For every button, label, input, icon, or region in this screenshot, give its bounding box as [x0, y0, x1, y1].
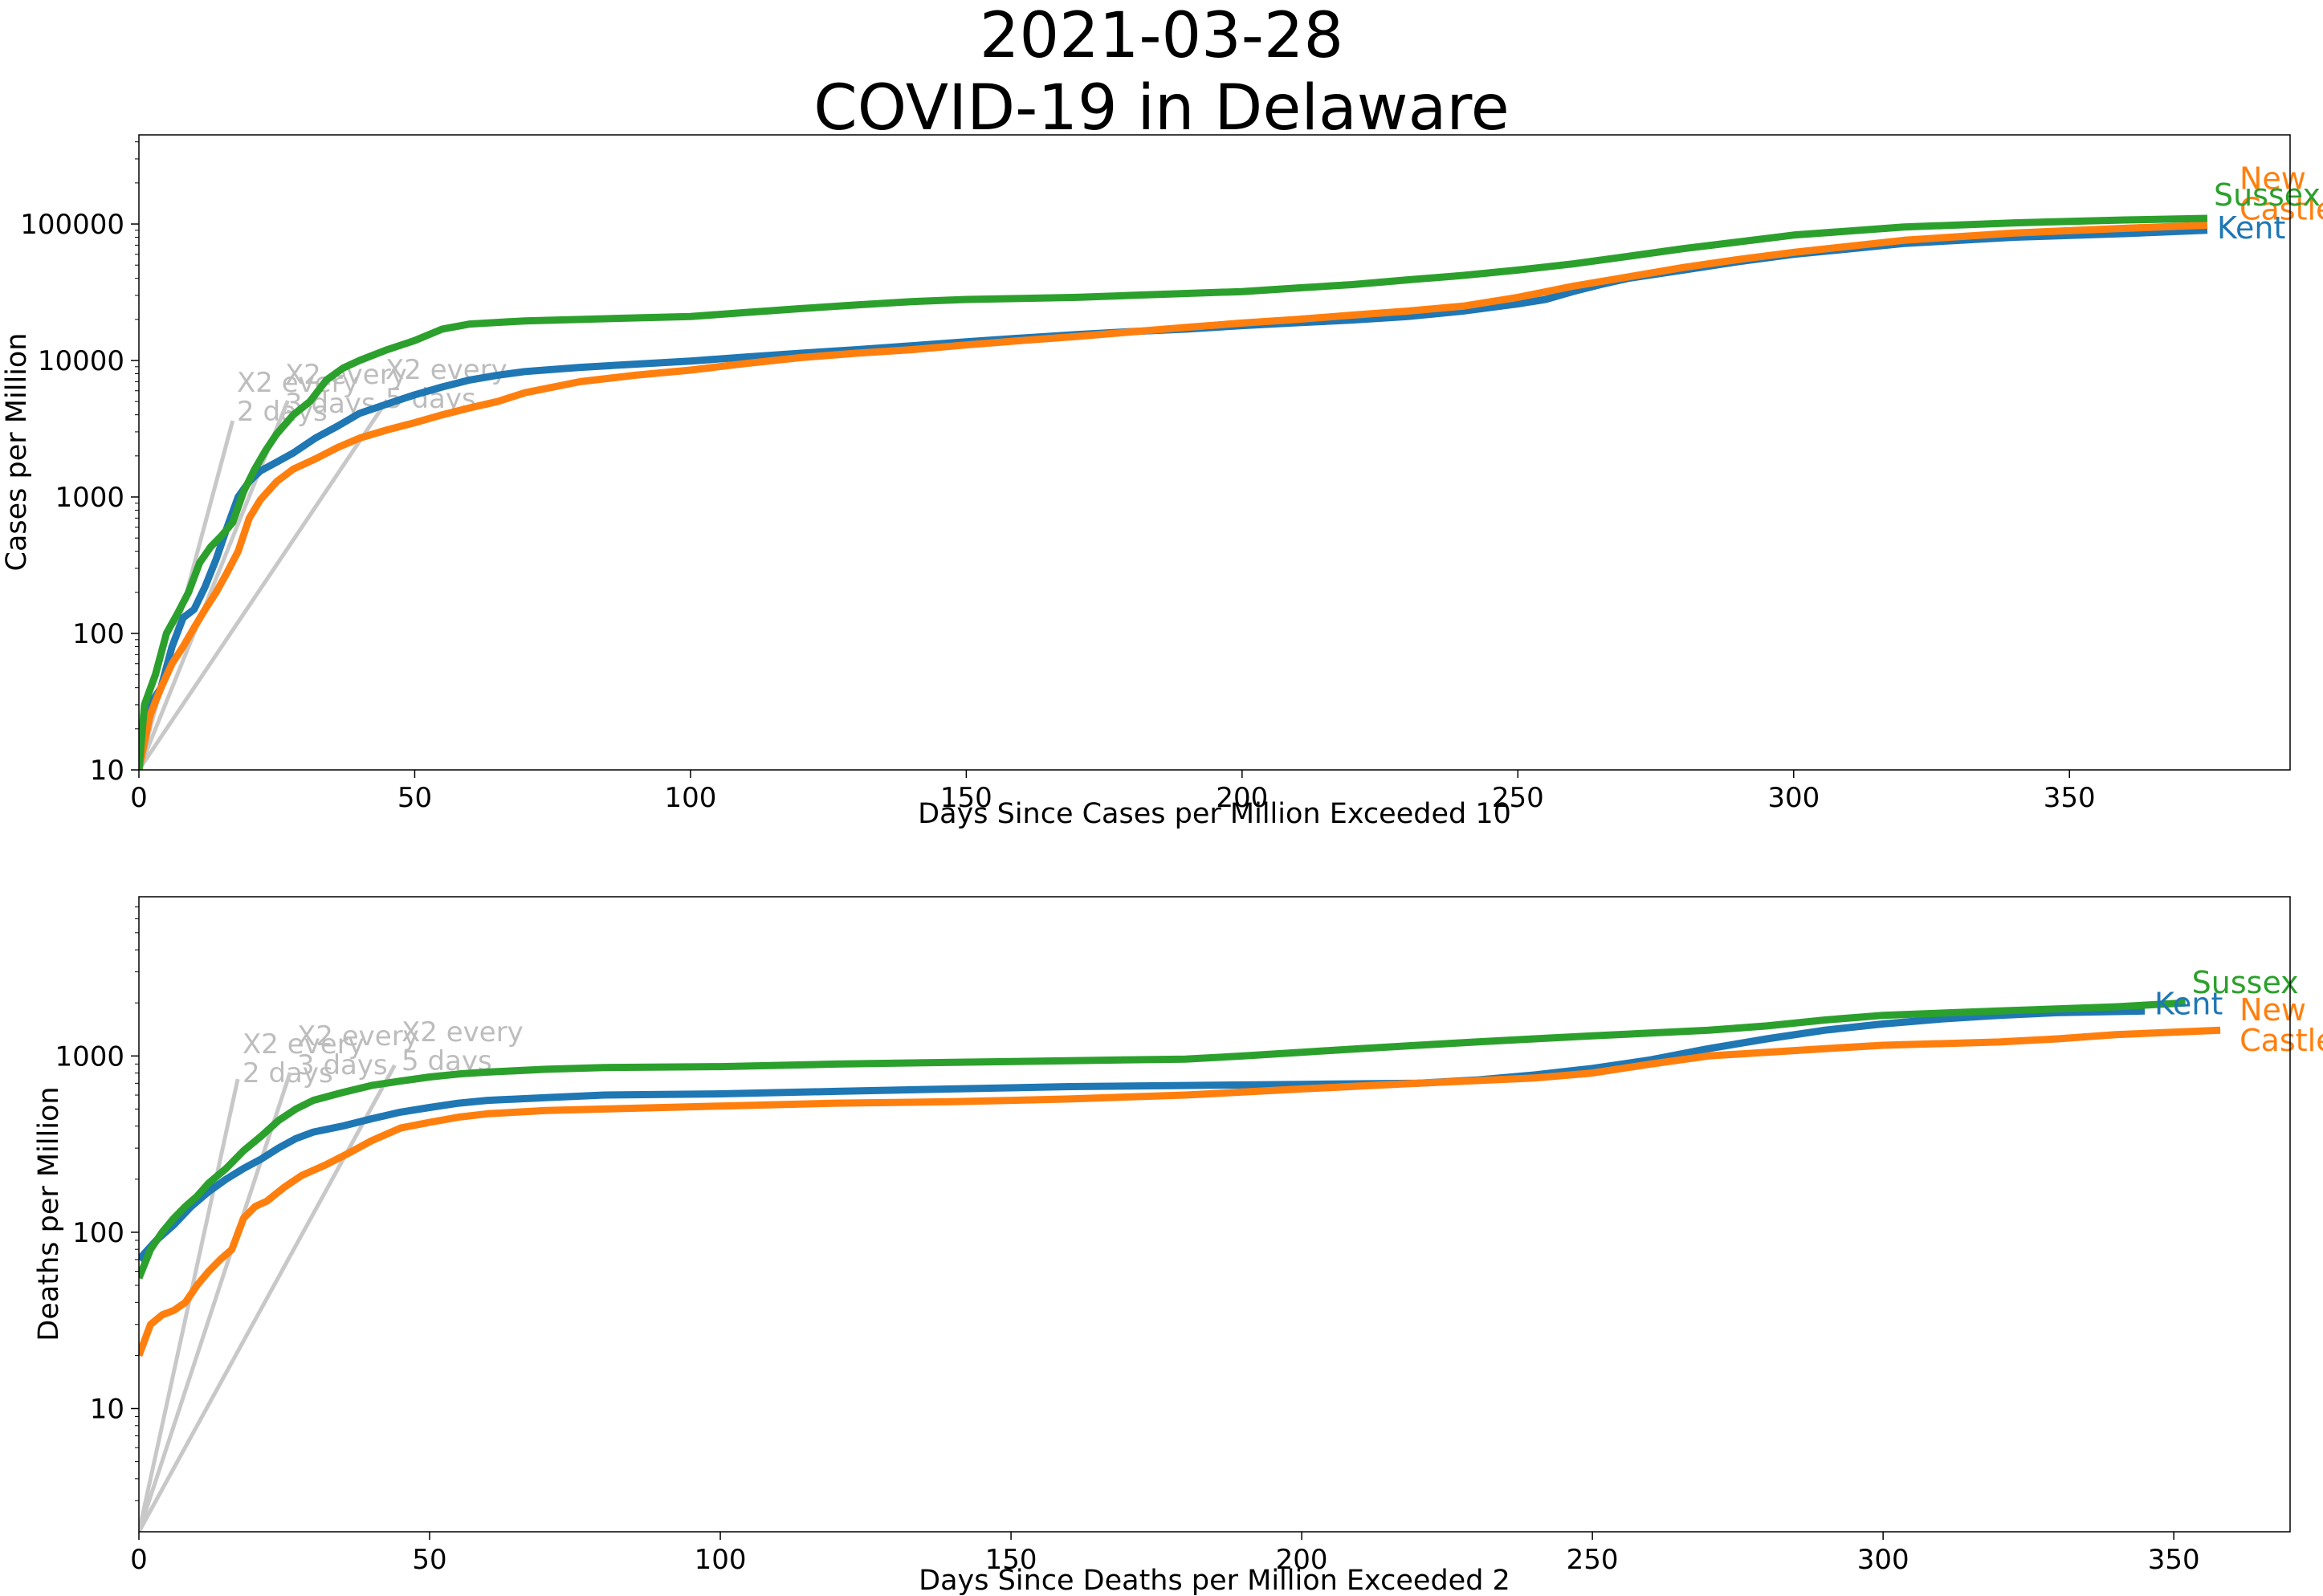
x-tick-label: 250 — [1567, 1544, 1619, 1576]
x-tick-label: 200 — [1276, 1544, 1328, 1576]
x-tick-label: 350 — [2148, 1544, 2200, 1576]
y-axis-label: Deaths per Million — [33, 1086, 65, 1341]
y-tick-label: 1000 — [55, 1040, 124, 1073]
x-tick-label: 300 — [1767, 782, 1820, 814]
x-tick-label: 300 — [1857, 1544, 1909, 1576]
x-tick-label: 50 — [412, 1544, 446, 1576]
doubling-guide-label: X2 every 3 days — [297, 1020, 419, 1081]
y-tick-label: 100 — [72, 1217, 124, 1249]
x-tick-label: 150 — [940, 782, 992, 814]
y-axis-label: Cases per Million — [1, 333, 33, 572]
x-tick-label: 150 — [985, 1544, 1037, 1576]
series-line-new-castle — [139, 222, 2208, 770]
doubling-guide-line — [139, 400, 290, 770]
series-line-new-castle — [139, 1026, 2221, 1357]
doubling-guide-label: X2 every 3 days — [285, 359, 407, 420]
x-tick-label: 100 — [664, 782, 716, 814]
x-tick-label: 350 — [2044, 782, 2096, 814]
y-tick-label: 100 — [72, 618, 124, 650]
x-axis-label: Days Since Cases per Million Exceeded 10 — [918, 798, 1511, 830]
y-tick-label: 10 — [90, 755, 124, 787]
x-tick-label: 0 — [130, 1544, 148, 1576]
axes-frame — [138, 134, 2291, 771]
x-axis-label: Days Since Deaths per Million Exceeded 2 — [919, 1565, 1510, 1596]
title-main: COVID-19 in Delaware — [813, 72, 1510, 145]
x-tick-label: 50 — [397, 782, 432, 814]
series-end-label-new-castle: NewCastle — [2239, 992, 2323, 1058]
doubling-guide-line — [139, 1064, 397, 1532]
series-line-sussex — [139, 999, 2186, 1280]
series-end-label-sussex: Sussex — [2214, 177, 2321, 213]
x-tick-label: 250 — [1492, 782, 1544, 814]
series-line-sussex — [139, 214, 2208, 770]
x-tick-label: 100 — [695, 1544, 747, 1576]
doubling-guide-line — [139, 1078, 240, 1532]
x-tick-label: 200 — [1216, 782, 1268, 814]
title-date: 2021-03-28 — [979, 0, 1344, 72]
series-end-label-kent: Kent — [2154, 986, 2223, 1021]
series-end-label-sussex: Sussex — [2192, 965, 2299, 1000]
y-tick-label: 10 — [90, 1394, 124, 1426]
axes-frame — [138, 896, 2291, 1533]
doubling-guide-line — [139, 1072, 292, 1532]
y-tick-label: 1000 — [55, 482, 124, 514]
doubling-guide-line — [139, 399, 389, 770]
series-end-label-new-castle: NewCastle — [2239, 161, 2323, 227]
series-end-label-kent: Kent — [2217, 210, 2285, 246]
series-line-kent — [139, 226, 2208, 770]
x-tick-label: 0 — [130, 782, 148, 814]
series-line-kent — [139, 1007, 2146, 1262]
y-tick-label: 10000 — [38, 345, 124, 377]
y-tick-label: 100000 — [20, 209, 124, 241]
chart-title: 2021-03-28 COVID-19 in Delaware — [0, 0, 2323, 145]
